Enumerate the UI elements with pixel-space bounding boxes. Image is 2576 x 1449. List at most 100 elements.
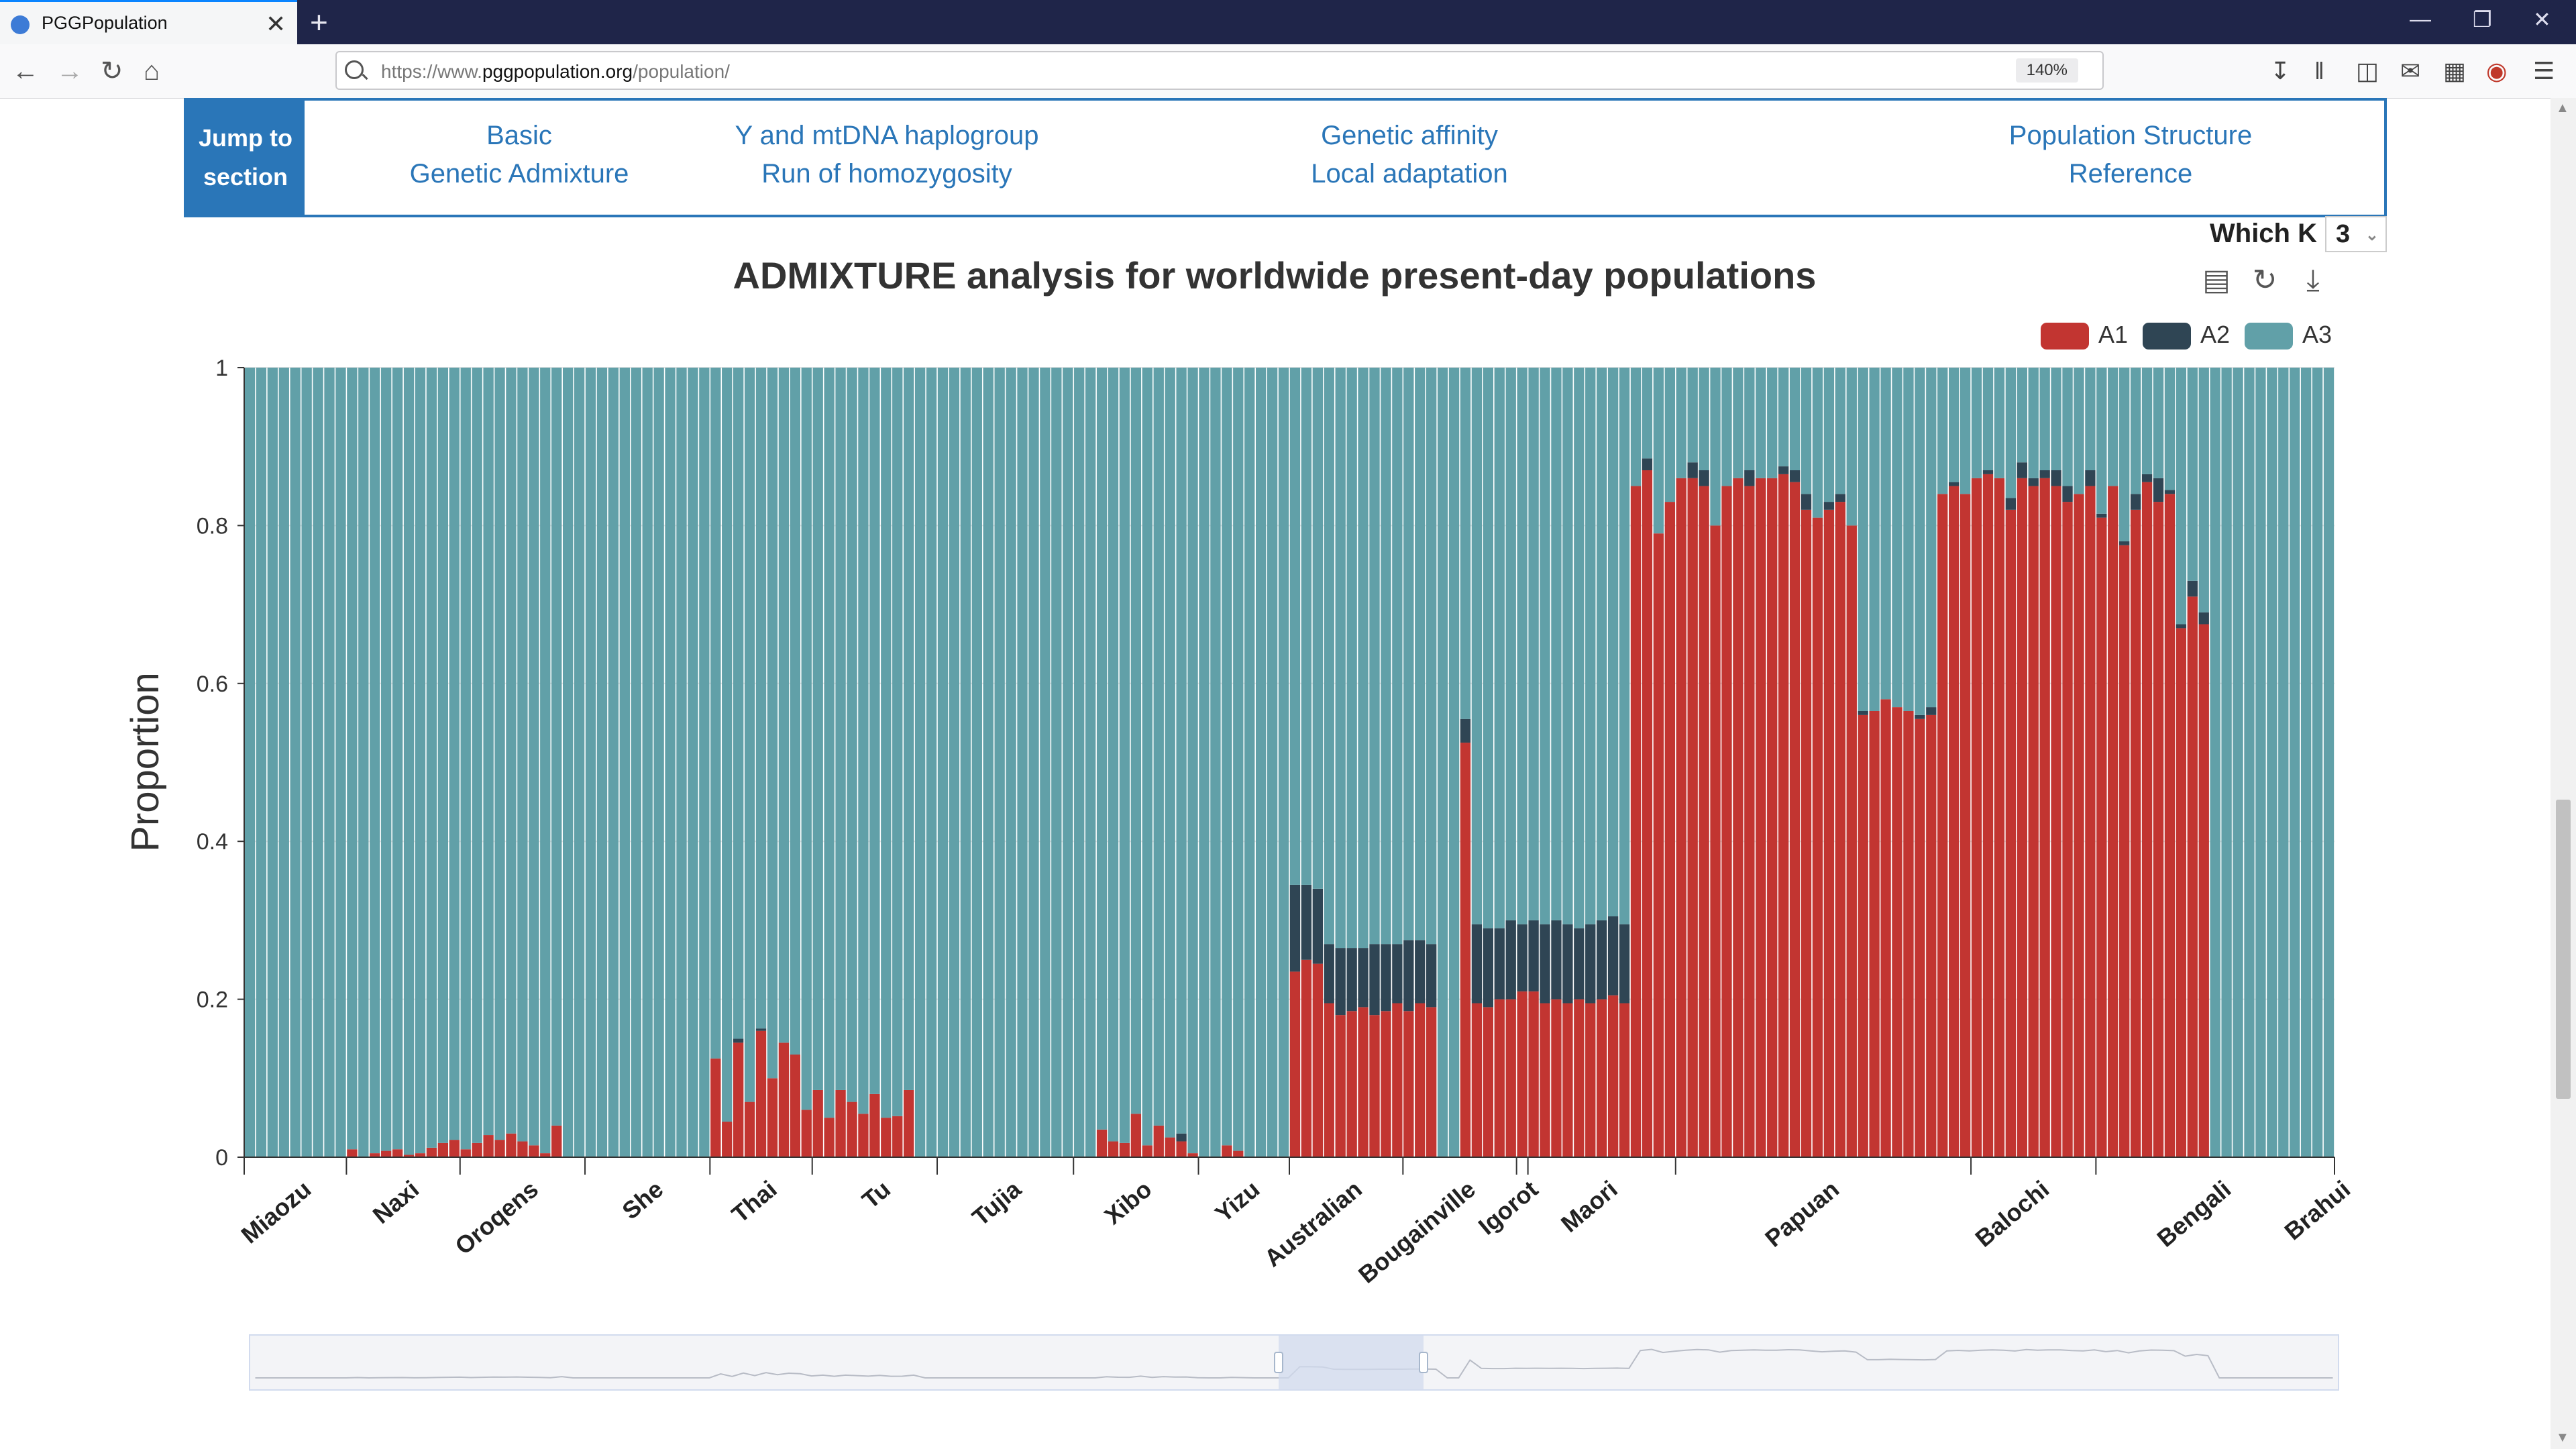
bar-segment-a1 [1835,502,1846,1157]
legend-item-a3[interactable]: A3 [2245,319,2332,350]
url-text[interactable]: https://www.pggpopulation.org/population… [381,61,730,82]
menu-icon[interactable]: ☰ [2533,57,2555,85]
datazoom-right-handle[interactable] [1419,1352,1428,1373]
bar-segment-a3 [1051,368,1062,1157]
new-tab-button[interactable]: + [310,5,328,40]
bar-segment-a3 [403,368,415,1155]
bar-segment-a3 [631,368,641,1157]
forward-arrow-icon[interactable]: → [56,56,83,86]
bar-segment-a1 [2074,494,2084,1157]
scroll-up-icon[interactable]: ▲ [2556,101,2569,115]
link-basic[interactable]: Basic [486,121,552,150]
bar-segment-a3 [2290,368,2300,1157]
bar-segment-a3 [1403,368,1414,941]
bar-segment-a2 [1471,924,1483,1004]
library-icon[interactable]: ‖ [2314,57,2324,85]
link-reference[interactable]: Reference [2068,159,2193,189]
close-window-button[interactable]: ✕ [2533,7,2551,32]
bar-segment-a1 [1846,525,1857,1157]
zoom-level[interactable]: 140% [2015,58,2078,83]
link-local-adaptation[interactable]: Local adaptation [1311,159,1508,189]
bar-segment-a3 [778,368,790,1043]
restore-icon[interactable]: ↻ [2252,264,2277,297]
bar-segment-a3 [926,368,937,1157]
bar-segment-a3 [653,368,664,1157]
bar-segment-a1 [2130,509,2141,1157]
datazoom-left-handle[interactable] [1274,1352,1283,1373]
bar-segment-a3 [847,368,857,1102]
url-bar[interactable]: https://www.pggpopulation.org/population… [335,51,2104,90]
x-tick-label: Thai [727,1175,782,1228]
ublock-icon[interactable]: ◉ [2486,57,2508,85]
bar-segment-a1 [1880,699,1891,1157]
which-k-select[interactable]: 3 ⌄ [2325,216,2387,252]
bar-segment-a3 [2164,368,2176,490]
bar-segment-a3 [2198,368,2209,612]
bar-segment-a2 [2039,470,2050,478]
extension-icon[interactable]: ▦ [2443,57,2467,85]
back-arrow-icon[interactable]: ← [12,56,39,86]
home-icon[interactable]: ⌂ [144,56,160,86]
bar-segment-a1 [1823,509,1835,1157]
bar-segment-a1 [347,1149,358,1157]
legend-item-a2[interactable]: A2 [2143,319,2230,350]
link-population-structure[interactable]: Population Structure [2008,121,2253,150]
browser-tab[interactable]: PGGPopulation ✕ [0,0,297,44]
bar-segment-a1 [2153,502,2164,1157]
scrollbar-thumb[interactable] [2556,800,2571,1099]
bar-segment-a2 [1358,948,1368,1008]
bar-segment-a3 [437,368,449,1143]
bar-segment-a1 [1335,1015,1346,1157]
bar-segment-a3 [1880,368,1891,700]
jump-column-1: Basic Genetic Admixture [388,117,650,193]
bar-segment-a2 [1574,928,1585,1000]
bar-segment-a2 [1687,462,1698,478]
bar-segment-a2 [1176,1133,1187,1142]
jump-to-section-nav: Jump to section Basic Genetic Admixture … [184,98,2387,217]
downloads-icon[interactable]: ↧ [2270,57,2291,85]
restore-window-button[interactable]: ❐ [2473,7,2492,32]
bar-segment-a3 [1778,368,1789,467]
chevron-down-icon: ⌄ [2365,226,2379,244]
link-genetic-affinity[interactable]: Genetic affinity [1321,121,1498,150]
bar-segment-a1 [904,1089,914,1157]
bar-segment-a3 [1744,368,1755,471]
x-tick-label: Miaozu [236,1175,317,1249]
bar-segment-a3 [472,368,482,1143]
bar-segment-a1 [2119,545,2130,1157]
chat-icon[interactable]: ✉ [2400,57,2421,85]
tab-close-icon[interactable]: ✕ [266,10,286,38]
bar-segment-a1 [517,1141,528,1157]
legend-item-a1[interactable]: A1 [2041,319,2128,350]
scroll-down-icon[interactable]: ▼ [2556,1430,2569,1445]
bar-segment-a2 [1494,928,1505,1000]
bar-segment-a3 [2039,368,2050,471]
data-view-icon[interactable]: ▤ [2202,264,2231,297]
save-image-icon[interactable]: ⤓ [2306,264,2320,297]
bar-segment-a3 [585,368,596,1157]
bar-segment-a1 [1733,478,1743,1157]
link-run-of-homozygosity[interactable]: Run of homozygosity [761,159,1012,189]
bar-segment-a3 [744,368,755,1102]
minimize-button[interactable]: — [2410,7,2431,31]
reload-icon[interactable]: ↻ [101,56,123,86]
bar-segment-a3 [1733,368,1743,478]
bar-segment-a1 [1540,1003,1550,1157]
bar-segment-a3 [1324,368,1334,945]
bar-segment-a3 [699,368,710,1157]
bar-segment-a3 [449,368,460,1140]
bar-segment-a3 [370,368,380,1154]
link-genetic-admixture[interactable]: Genetic Admixture [409,159,629,189]
bar-segment-a3 [994,368,1005,1157]
bar-segment-a1 [1982,474,1994,1157]
bar-segment-a3 [949,368,960,1157]
datazoom-selection[interactable] [1279,1335,1424,1390]
page-scrollbar[interactable]: ▲ ▼ [2551,98,2576,1449]
sidebar-icon[interactable]: ◫ [2356,57,2379,85]
bar-segment-a2 [1483,928,1494,1008]
link-y-mtdna-haplogroup[interactable]: Y and mtDNA haplogroup [735,121,1039,150]
bar-segment-a3 [1074,368,1085,1157]
bar-segment-a1 [2164,494,2176,1157]
bar-segment-a2 [1619,924,1630,1004]
